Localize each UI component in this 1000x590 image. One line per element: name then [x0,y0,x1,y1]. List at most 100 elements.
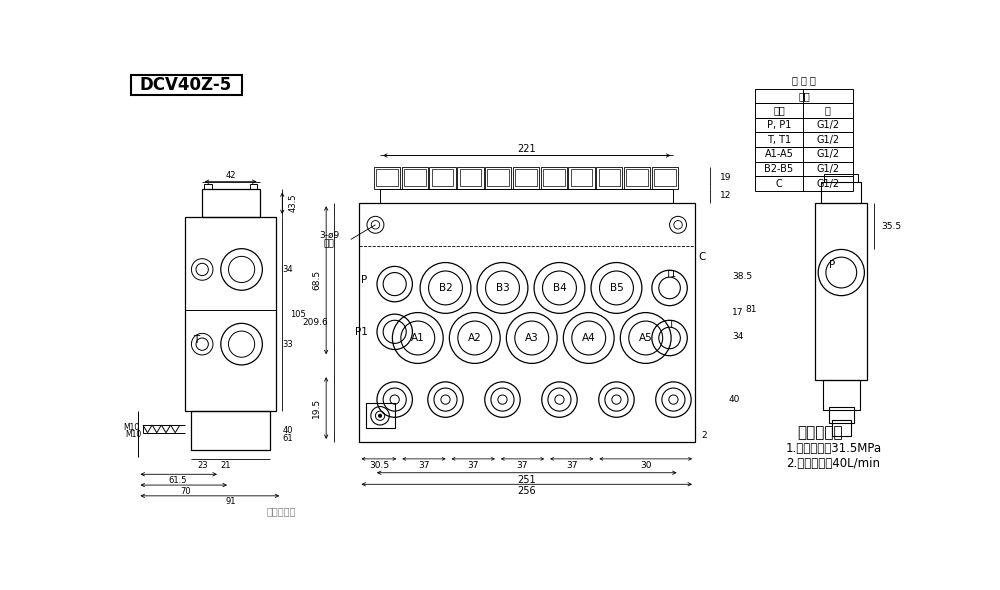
Text: 251: 251 [517,475,536,484]
Text: 221: 221 [517,143,536,153]
Bar [250,184,257,189]
Bar [654,169,676,186]
Text: 17: 17 [732,308,743,317]
Text: 38.5: 38.5 [732,272,752,281]
Bar [202,189,260,217]
Bar [596,167,622,189]
Text: 33: 33 [282,340,293,349]
Text: B5: B5 [610,283,623,293]
Bar [568,167,595,189]
Bar [755,103,853,118]
Text: M10: M10 [123,423,139,432]
Text: T, T1: T, T1 [767,135,791,145]
Text: 40: 40 [282,426,293,435]
Text: 阀体: 阀体 [798,91,810,101]
Bar [374,167,400,189]
Circle shape [379,414,382,417]
Text: A1-A5: A1-A5 [764,149,793,159]
Text: 37: 37 [517,461,528,470]
Text: 19.5: 19.5 [312,398,321,418]
Text: A5: A5 [639,333,653,343]
Text: 81: 81 [746,305,757,314]
Text: B2-B5: B2-B5 [764,164,793,174]
Text: 68.5: 68.5 [312,270,321,290]
Bar [191,411,270,450]
Text: 61.5: 61.5 [168,476,187,485]
Text: T1: T1 [666,270,677,278]
Text: 技术参数：: 技术参数： [797,425,843,440]
Text: 23: 23 [198,461,208,470]
Text: 34: 34 [732,332,743,341]
Text: 格: 格 [825,106,831,116]
Bar [485,167,511,189]
Text: 19: 19 [720,173,731,182]
Bar [624,167,650,189]
Text: 接口: 接口 [773,106,785,116]
Bar [824,174,858,182]
Bar [571,169,592,186]
Text: 3-ø9: 3-ø9 [319,231,339,240]
Text: G1/2: G1/2 [816,179,839,189]
Bar [543,169,565,186]
Text: A3: A3 [525,333,539,343]
Bar [832,421,851,436]
Text: P: P [361,276,368,285]
Text: 2: 2 [701,431,707,440]
Bar [358,203,695,442]
Bar [131,75,242,96]
Text: 209.6: 209.6 [303,318,328,327]
Text: 1.额定压力：31.5MPa: 1.额定压力：31.5MPa [786,441,882,455]
Bar [626,169,648,186]
Bar [815,203,867,381]
Bar [829,407,854,422]
Text: 105: 105 [290,310,306,319]
Text: 螺 纹 规: 螺 纹 规 [792,75,816,85]
Text: 61: 61 [282,434,293,442]
Bar [755,176,853,191]
Text: 液压原理图: 液压原理图 [267,506,296,516]
Bar [185,217,276,411]
Bar [652,167,678,189]
Bar [823,381,860,409]
Bar [429,167,456,189]
Bar [755,88,853,103]
Text: 91: 91 [225,497,236,506]
Bar [204,184,212,189]
Text: 37: 37 [467,461,479,470]
Text: A2: A2 [468,333,482,343]
Text: P, P1: P, P1 [767,120,791,130]
Text: B3: B3 [496,283,509,293]
Text: G1/2: G1/2 [816,120,839,130]
Text: B2: B2 [439,283,452,293]
Text: 30: 30 [640,461,651,470]
Text: T: T [668,320,674,329]
Text: 通孔: 通孔 [324,240,335,248]
Text: T: T [193,335,199,345]
Bar [487,169,509,186]
Bar [755,132,853,147]
Text: A4: A4 [582,333,596,343]
Text: DCV40Z-5: DCV40Z-5 [140,77,232,94]
Text: B4: B4 [553,283,566,293]
Text: P: P [829,260,835,270]
Text: G1/2: G1/2 [816,149,839,159]
Text: 34: 34 [282,265,293,274]
Text: 70: 70 [180,487,191,496]
Bar [821,182,861,203]
Text: 37: 37 [418,461,430,470]
Bar [755,147,853,162]
Text: 43.5: 43.5 [289,194,298,212]
Bar [380,189,673,203]
Text: 30.5: 30.5 [369,461,389,470]
Bar [599,169,620,186]
Bar [366,404,395,428]
Text: 21: 21 [221,461,231,470]
Text: C: C [699,252,706,262]
Text: 2.额定流量：40L/min: 2.额定流量：40L/min [786,457,880,470]
Text: M10: M10 [125,430,141,439]
Bar [755,118,853,132]
Text: 42: 42 [225,171,236,180]
Bar [513,167,539,189]
Text: C: C [776,179,782,189]
Bar [404,169,426,186]
